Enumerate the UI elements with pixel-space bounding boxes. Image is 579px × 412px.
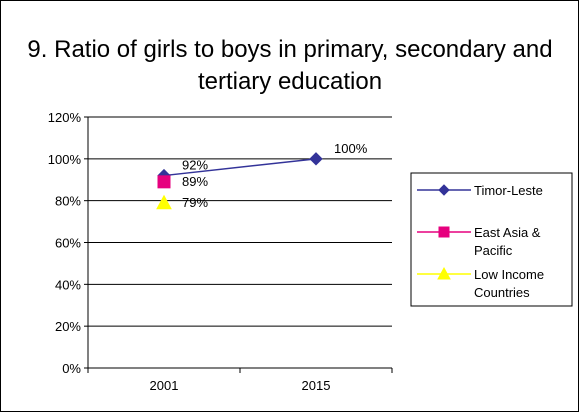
legend-box [410, 172, 573, 307]
y-tick-label: 60% [55, 236, 81, 251]
legend-marker [438, 184, 450, 196]
data-label: 89% [182, 174, 208, 189]
series-line-0 [163, 158, 317, 177]
y-tick-label: 20% [55, 319, 81, 334]
y-tick-label: 100% [48, 152, 82, 167]
y-tick-label: 80% [55, 194, 81, 209]
data-point [157, 175, 171, 189]
data-point [309, 152, 323, 166]
legend-label: Countries [474, 285, 530, 300]
x-tick-label: 2001 [150, 378, 179, 393]
legend-label: Low Income [474, 267, 544, 282]
data-label: 92% [182, 158, 208, 173]
legend-label: Timor-Leste [474, 183, 543, 198]
x-tick-label: 2015 [302, 378, 331, 393]
data-label: 79% [182, 195, 208, 210]
data-point [156, 194, 172, 210]
legend-marker [438, 226, 450, 238]
data-label: 100% [334, 141, 368, 156]
legend-label: Pacific [474, 243, 513, 258]
y-tick-label: 120% [48, 110, 82, 125]
legend-label: East Asia & [474, 225, 541, 240]
chart-title: 9. Ratio of girls to boys in primary, se… [27, 36, 553, 95]
y-tick-label: 0% [62, 361, 81, 376]
y-tick-label: 40% [55, 277, 81, 292]
legend-marker [437, 266, 451, 280]
